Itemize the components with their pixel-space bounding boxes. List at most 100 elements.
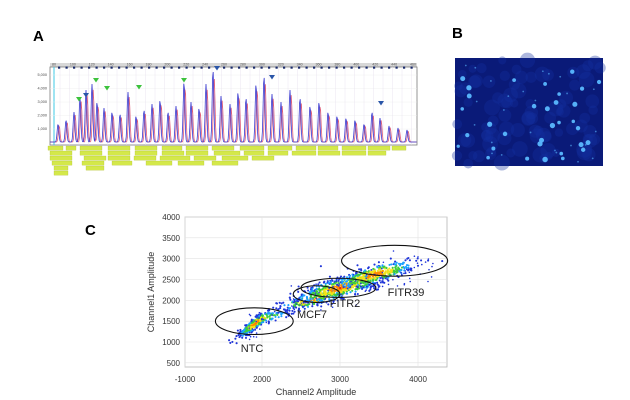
panel-c-droplet [382, 272, 385, 275]
panel-c-droplet [408, 259, 411, 262]
panel-c-outlier-droplet [289, 297, 291, 300]
panel-c-droplet [311, 290, 314, 293]
panel-b-texture-blob [588, 133, 601, 146]
panel-a-marker-dot [208, 66, 211, 69]
panel-c-droplet [376, 266, 379, 269]
panel-b-droplet [460, 76, 466, 82]
panel-b-texture-blob [454, 84, 467, 98]
panel-b-droplet [592, 88, 595, 91]
panel-a-allele-label-box [79, 145, 103, 151]
panel-c-outlier-droplet [258, 311, 261, 314]
panel-c-outlier-droplet [262, 318, 265, 321]
panel-c-droplet [311, 305, 314, 308]
panel-c-droplet [306, 297, 309, 300]
panel-a-marker-dot [110, 66, 113, 69]
panel-b-texture-blob [583, 133, 598, 148]
panel-c-droplet [390, 263, 393, 266]
panel-c-outlier-droplet [286, 309, 289, 312]
panel-a-allele-label-box [133, 155, 157, 161]
panel-a-blue-arrow-icon [83, 93, 89, 98]
panel-c-droplet [244, 324, 248, 327]
panel-b-texture-blob [534, 66, 551, 83]
panel-b-texture-blob [468, 75, 482, 89]
panel-c-droplet [399, 264, 402, 267]
panel-c-droplet [376, 281, 379, 284]
panel-a-allele-label-box [291, 150, 317, 156]
panel-c-outlier-droplet [326, 282, 329, 284]
panel-c-y-tick-label: 3000 [162, 255, 180, 264]
panel-c-droplet [395, 269, 398, 272]
panel-c-outlier-droplet [378, 264, 380, 267]
panel-b-texture-blob [569, 79, 581, 91]
panel-c-x-tick-label: 3000 [331, 375, 349, 384]
panel-c-droplet [357, 283, 360, 287]
panel-a-blue-arrow-icon [214, 66, 220, 71]
panel-b-texture-blob [458, 69, 467, 79]
panel-c-outlier-droplet [320, 309, 322, 311]
panel-c-outlier-droplet [403, 283, 406, 286]
panel-c-droplet [269, 314, 272, 317]
panel-c-outlier-droplet [299, 304, 301, 306]
panel-c-outlier-droplet [400, 271, 402, 274]
panel-b-texture-blob [452, 119, 463, 130]
panel-c-droplet [347, 285, 350, 288]
panel-c-droplet [394, 260, 397, 263]
panel-c-outlier-droplet [329, 279, 331, 282]
panel-c-droplet [356, 281, 359, 284]
panel-c-outlier-droplet [392, 263, 395, 266]
panel-c-droplet [339, 275, 343, 278]
panel-b-droplet [490, 80, 492, 82]
panel-c-droplet [376, 283, 379, 286]
panel-c-gate-ellipse [341, 244, 449, 277]
panel-a-marker-dot [403, 66, 406, 69]
panel-c-droplet [277, 311, 280, 314]
panel-c-outlier-droplet [409, 280, 412, 283]
panel-c-outlier-droplet [249, 335, 252, 338]
panel-c-droplet [376, 269, 379, 273]
panel-c-droplet [356, 264, 359, 267]
panel-b-droplet [525, 156, 530, 161]
panel-c-outlier-droplet [255, 336, 258, 338]
panel-a-marker-dot [328, 66, 331, 69]
panel-c-outlier-droplet [424, 261, 427, 263]
panel-c-droplet [377, 261, 380, 264]
panel-c-droplet [355, 271, 358, 274]
panel-b-background [455, 58, 603, 166]
panel-c-droplet [275, 302, 279, 305]
panel-b-droplet [512, 78, 516, 83]
panel-b-texture-blob [525, 71, 537, 83]
panel-a-allele-label-box [317, 145, 339, 151]
panel-a-allele-label-box [341, 145, 367, 151]
panel-a-allele-label-box [107, 155, 131, 161]
panel-b-texture-blob [511, 64, 522, 75]
panel-c-droplet [307, 299, 310, 302]
panel-c-outlier-droplet [403, 272, 405, 275]
panel-c-droplet [359, 272, 362, 275]
panel-b-droplet [547, 72, 550, 75]
panel-c-droplet [291, 309, 294, 312]
panel-c-outlier-droplet [416, 262, 419, 265]
panel-c-outlier-droplet [405, 268, 408, 271]
panel-c-cluster-gates [214, 244, 449, 336]
panel-c-droplet [336, 286, 339, 289]
panel-a-allele-label-box [367, 150, 387, 156]
panel-c-cluster-label: MCF7 [297, 309, 327, 321]
panel-a-plot-frame [49, 66, 418, 146]
panel-c-droplet [313, 299, 316, 302]
panel-b-texture-blob [498, 121, 515, 137]
panel-a-marker-dot [95, 66, 98, 69]
panel-a-x-tick-label: 360 [316, 63, 322, 67]
panel-c-droplet [342, 297, 345, 300]
panel-c-droplet [254, 315, 257, 318]
panel-a-x-tick-label: 140 [108, 63, 114, 67]
panel-c-outlier-droplet [261, 318, 263, 321]
panel-b-texture-blob [468, 151, 478, 161]
panel-c-droplet [379, 281, 382, 284]
panel-a-allele-label-box [267, 150, 289, 156]
panel-c-droplet [312, 296, 315, 299]
panel-b-texture-blob [528, 124, 542, 138]
panel-c-droplet [246, 327, 249, 330]
panel-c-cluster-label: FITR2 [330, 298, 361, 310]
panel-c-outlier-droplet [254, 329, 257, 331]
